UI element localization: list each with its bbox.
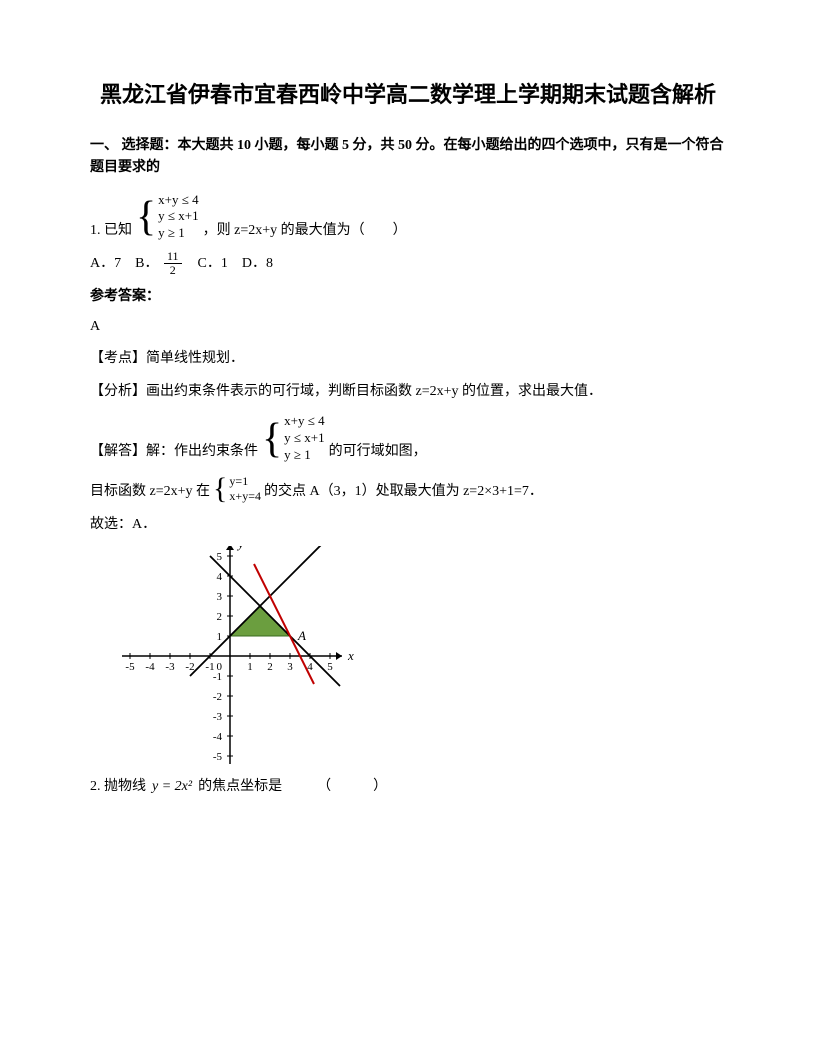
brace-icon: { <box>136 196 156 238</box>
svg-text:2: 2 <box>217 611 223 623</box>
svg-text:-3: -3 <box>213 711 223 723</box>
kaodian: 【考点】简单线性规划． <box>90 348 726 370</box>
svg-text:5: 5 <box>217 551 223 563</box>
svg-text:3: 3 <box>217 591 223 603</box>
intersect-line: x+y=4 <box>229 489 261 503</box>
target-prefix: 目标函数 z=2x+y 在 <box>90 481 210 503</box>
question-1: 1. 已知 { x+y ≤ 4 y ≤ x+1 y ≥ 1 ，则 z=2x+y … <box>90 192 726 243</box>
svg-text:-4: -4 <box>213 731 223 743</box>
q2-prefix: 2. 抛物线 <box>90 776 146 798</box>
constraint-line: y ≥ 1 <box>158 225 198 242</box>
frac-num: 11 <box>164 250 182 264</box>
svg-text:4: 4 <box>217 571 223 583</box>
svg-text:0: 0 <box>217 661 223 673</box>
brace-icon: { <box>213 474 227 504</box>
option-c: C．1 <box>198 253 228 275</box>
target-suffix: 的交点 A（3，1）处取最大值为 z=2×3+1=7． <box>264 481 543 503</box>
svg-text:-4: -4 <box>145 661 155 673</box>
jieda: 【解答】解：作出约束条件 { x+y ≤ 4 y ≤ x+1 y ≥ 1 的可行… <box>90 413 726 464</box>
q1-prefix: 1. 已知 <box>90 220 132 242</box>
svg-text:2: 2 <box>267 661 273 673</box>
constraint-line: y ≤ x+1 <box>284 430 324 447</box>
guxuan: 故选：A． <box>90 514 726 536</box>
q2-suffix: 的焦点坐标是 （ ） <box>198 776 387 798</box>
constraint-line: x+y ≤ 4 <box>158 192 198 209</box>
jieda-suffix: 的可行域如图， <box>329 441 427 463</box>
answer-label: 参考答案： <box>90 286 726 308</box>
constraint-line: x+y ≤ 4 <box>284 413 324 430</box>
frac-den: 2 <box>167 264 179 277</box>
q1-options: A．7 B． 11 2 C．1 D．8 <box>90 250 726 277</box>
fraction: 11 2 <box>164 250 182 277</box>
svg-text:x: x <box>347 648 354 663</box>
feasible-region-graph: -5-4-3-2-112345-5-4-3-2-1123450Axy <box>110 546 370 766</box>
option-b-label: B． <box>135 256 158 271</box>
jieda-constraints: { x+y ≤ 4 y ≤ x+1 y ≥ 1 <box>262 413 325 464</box>
constraint-line: y ≤ x+1 <box>158 208 198 225</box>
svg-text:-5: -5 <box>213 751 223 763</box>
svg-text:-5: -5 <box>125 661 135 673</box>
jieda-prefix: 【解答】解：作出约束条件 <box>90 441 258 463</box>
svg-text:-2: -2 <box>213 691 222 703</box>
intersect-line: y=1 <box>229 474 261 488</box>
svg-text:1: 1 <box>217 631 223 643</box>
option-b: B． 11 2 <box>135 250 183 277</box>
svg-text:A: A <box>297 628 306 643</box>
svg-text:-3: -3 <box>165 661 175 673</box>
q2-formula: y = 2x² <box>152 776 192 798</box>
fenxi: 【分析】画出约束条件表示的可行域，判断目标函数 z=2x+y 的位置，求出最大值… <box>90 381 726 403</box>
svg-text:y: y <box>236 546 244 551</box>
page-title: 黑龙江省伊春市宜春西岭中学高二数学理上学期期末试题含解析 <box>90 80 726 111</box>
q1-suffix: ，则 z=2x+y 的最大值为（ ） <box>203 220 407 242</box>
brace-icon: { <box>262 418 282 460</box>
question-2: 2. 抛物线 y = 2x² 的焦点坐标是 （ ） <box>90 776 726 798</box>
section-header: 一、 选择题：本大题共 10 小题，每小题 5 分，共 50 分。在每小题给出的… <box>90 135 726 180</box>
option-a: A．7 <box>90 253 121 275</box>
svg-text:5: 5 <box>327 661 333 673</box>
target-line: 目标函数 z=2x+y 在 { y=1 x+y=4 的交点 A（3，1）处取最大… <box>90 474 726 504</box>
option-d: D．8 <box>242 253 273 275</box>
answer-letter: A <box>90 316 726 338</box>
q1-constraints: { x+y ≤ 4 y ≤ x+1 y ≥ 1 <box>136 192 199 243</box>
constraint-line: y ≥ 1 <box>284 447 324 464</box>
intersect-system: { y=1 x+y=4 <box>213 474 261 504</box>
svg-text:3: 3 <box>287 661 293 673</box>
svg-text:-2: -2 <box>185 661 194 673</box>
svg-text:1: 1 <box>247 661 253 673</box>
graph-svg: -5-4-3-2-112345-5-4-3-2-1123450Axy <box>110 546 370 766</box>
